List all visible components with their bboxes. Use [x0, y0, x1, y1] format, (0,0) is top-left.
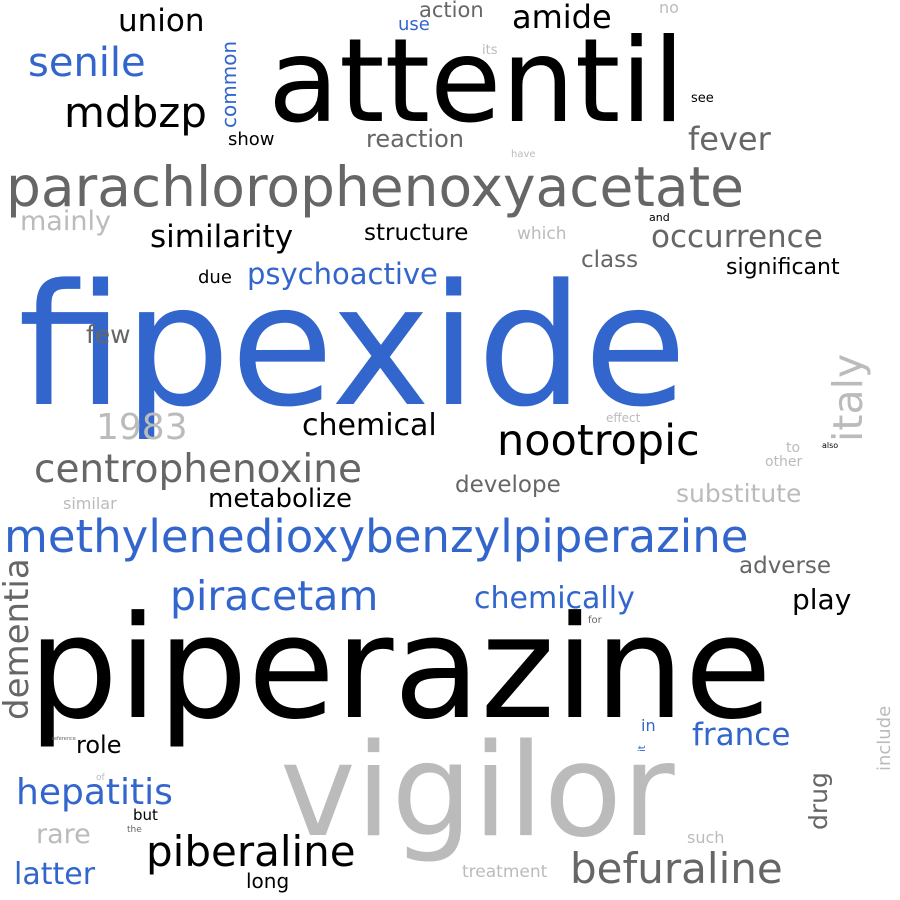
word-structure: structure	[364, 220, 469, 246]
word-of: of	[96, 773, 105, 783]
word-chemically: chemically	[474, 581, 635, 616]
word-show: show	[228, 129, 275, 150]
word-piberaline: piberaline	[146, 827, 356, 876]
word-nootropic: nootropic	[497, 416, 700, 466]
word-adverse: adverse	[739, 553, 832, 579]
word-in: in	[641, 716, 656, 735]
word-psychoactive: psychoactive	[247, 257, 438, 291]
word-the: the	[127, 825, 142, 835]
word-which: which	[517, 224, 567, 244]
word-centrophenoxine: centrophenoxine	[34, 447, 362, 492]
word-piperazine: piperazine	[28, 586, 772, 751]
word-include: include	[874, 705, 895, 771]
word-reference: reference	[52, 736, 76, 742]
word-use: use	[398, 14, 430, 35]
word-befuraline: befuraline	[570, 844, 783, 893]
word-class: class	[581, 247, 639, 273]
word-few: few	[86, 320, 131, 349]
word-also: also	[822, 441, 839, 450]
word-attentil: attentil	[268, 14, 685, 149]
word-fipexide: fipexide	[18, 248, 687, 444]
word-similarity: similarity	[150, 219, 294, 255]
word-other: other	[765, 454, 803, 470]
word-its: its	[482, 43, 498, 58]
word-to: to	[786, 440, 801, 456]
word-mainly: mainly	[20, 206, 111, 237]
word-effect: effect	[606, 411, 641, 425]
word-piracetam: piracetam	[170, 572, 379, 620]
word-have: have	[511, 149, 536, 160]
word-role: role	[76, 731, 122, 759]
word-union: union	[118, 3, 205, 39]
word-similar: similar	[63, 494, 117, 513]
word-substitute: substitute	[676, 479, 802, 508]
word-for: for	[588, 615, 602, 626]
word-vigilor: vigilor	[280, 717, 675, 866]
word-senile: senile	[28, 40, 146, 86]
word-it: it	[637, 745, 648, 752]
word-france: france	[692, 717, 791, 753]
word-latter: latter	[14, 857, 96, 892]
word-amide: amide	[512, 0, 612, 36]
word-rare: rare	[36, 819, 91, 850]
word-fever: fever	[688, 120, 771, 158]
word-mdbzp: mdbzp	[64, 88, 207, 137]
word-develope: develope	[455, 472, 561, 498]
word-no: no	[659, 0, 679, 17]
word-and: and	[649, 211, 670, 224]
word-drug: drug	[804, 772, 833, 830]
word-chemical: chemical	[302, 408, 437, 443]
word-parachlorophenoxyacetate: parachlorophenoxyacetate	[6, 155, 744, 219]
word-such: such	[687, 828, 725, 847]
word-action: action	[419, 0, 484, 22]
word-dementia: dementia	[0, 558, 37, 720]
word-common: common	[217, 40, 241, 128]
word-but: but	[133, 806, 158, 824]
word-see: see	[691, 91, 714, 106]
word-reaction: reaction	[366, 125, 464, 153]
word-methylenedioxybenzylpiperazine: methylenedioxybenzylpiperazine	[4, 510, 749, 563]
word-play: play	[792, 583, 852, 616]
word-due: due	[198, 267, 232, 288]
word-significant: significant	[726, 255, 840, 280]
word-occurrence: occurrence	[651, 219, 823, 255]
word-long: long	[246, 869, 290, 893]
word-italy: italy	[824, 353, 872, 442]
word-metabolize: metabolize	[208, 484, 352, 514]
word-1983: 1983	[96, 407, 188, 448]
word-treatment: treatment	[462, 862, 548, 882]
word-hepatitis: hepatitis	[16, 772, 173, 813]
